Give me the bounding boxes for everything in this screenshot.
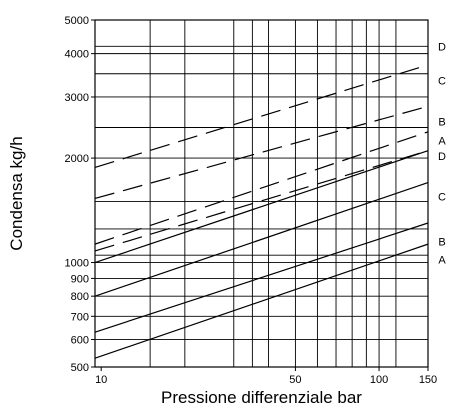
y-axis-title: Condensa kg/h [7,136,26,250]
series-line-c-solid [94,182,429,297]
y-tick-label: 5000 [65,15,89,27]
y-tick-label: 600 [71,335,89,347]
series-line-b-dashed [94,131,429,245]
y-tick-label: 500 [71,362,89,374]
y-tick-label: 2000 [65,153,89,165]
y-tick-labels: 500 600 700 800 900 1000 2000 3000 4000 5000 [65,15,95,374]
y-tick-label: 4000 [65,49,89,61]
series-label-c: C [438,75,446,87]
series-label-a: A [438,135,446,147]
series-label-b: B [438,236,445,248]
series-label-d: D [438,151,446,163]
plot-frame [94,19,429,368]
series-label-a: A [438,255,446,267]
series-label-d: D [438,41,446,53]
series-line-d-solid [94,150,429,264]
y-tick-label: 3000 [65,92,89,104]
x-tick-label: 10 [95,374,107,386]
series-line-a-solid [94,243,429,359]
y-tick-label: 800 [71,291,89,303]
series-line-a-dashed [94,150,429,252]
y-tick-label: 700 [71,311,89,323]
x-tick-label: 100 [370,374,388,386]
series-line-c-dashed [94,105,429,200]
x-tick-label: 150 [419,374,437,386]
x-axis-title: Pressione differenziale bar [161,388,362,407]
series-line-b-solid [94,222,429,333]
x-tick-labels: 10 50 100 150 [95,367,437,386]
series-line-d-dashed [94,66,420,168]
y-tick-label: 1000 [65,258,89,270]
series-lines [94,66,429,359]
x-tick-label: 50 [289,374,301,386]
series-label-b: B [438,116,445,128]
series-label-c: C [438,191,446,203]
grid [94,19,429,368]
y-tick-label: 900 [71,273,89,285]
